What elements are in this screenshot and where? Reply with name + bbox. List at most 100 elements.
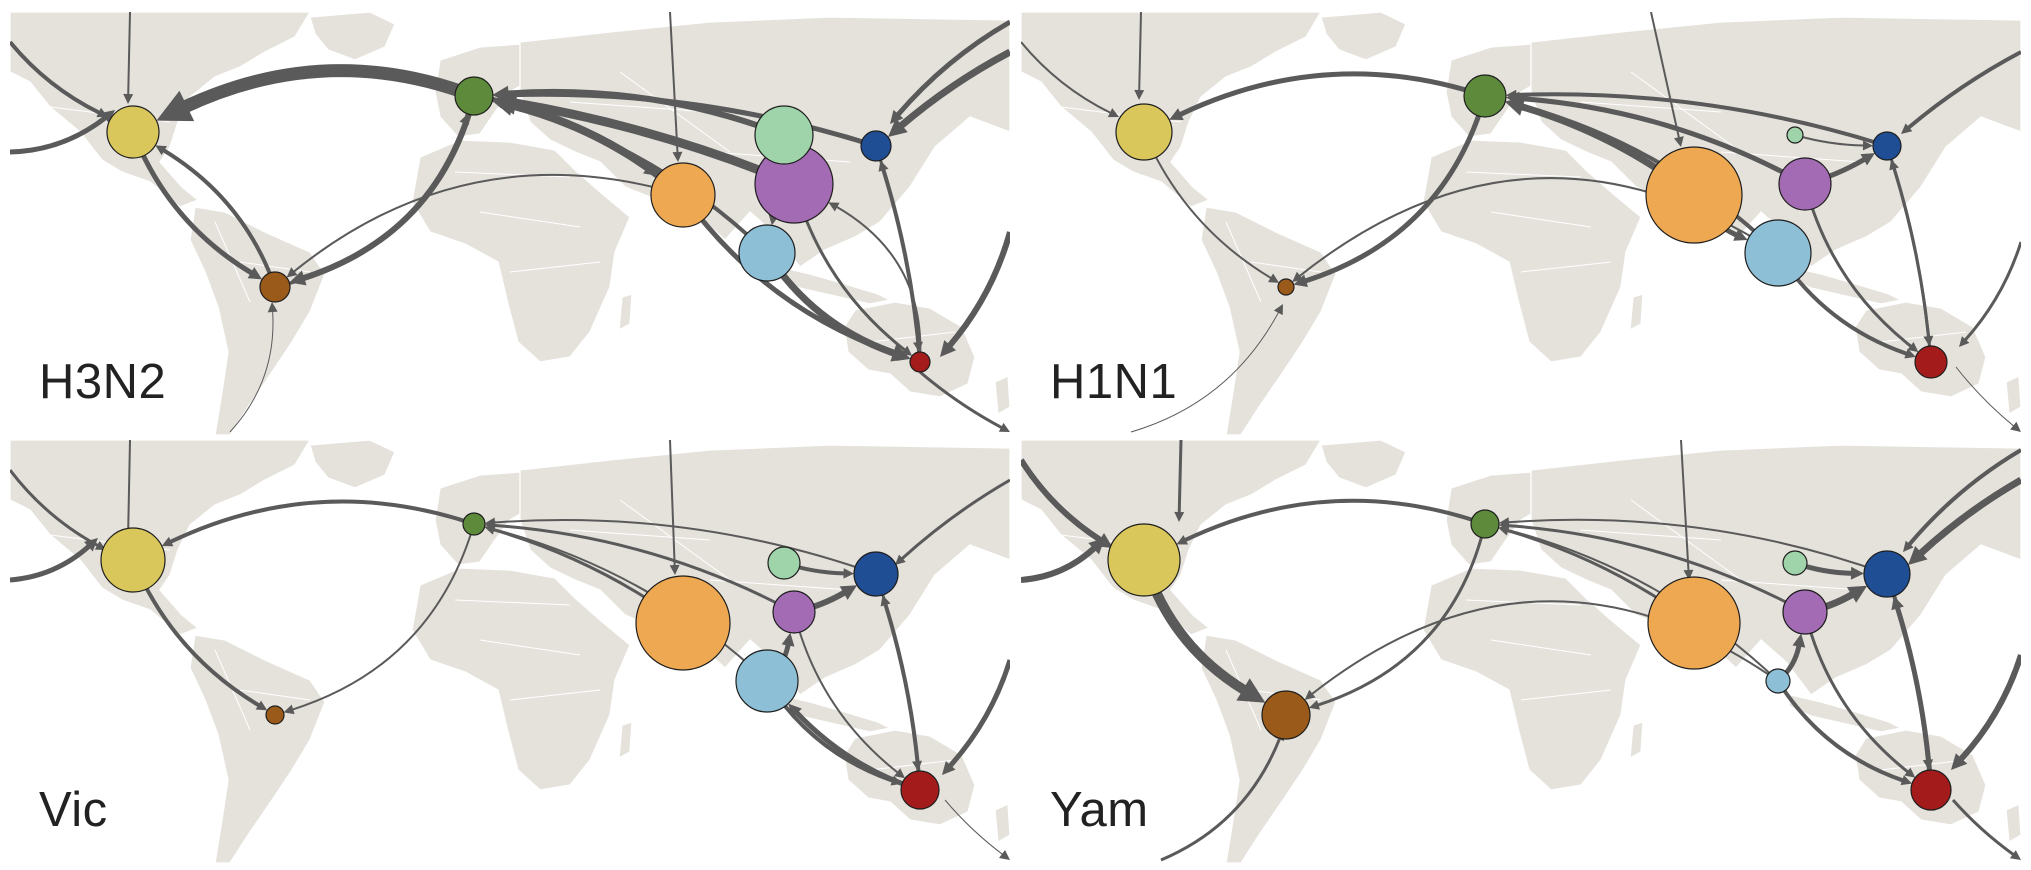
region-node-sam (259, 271, 291, 303)
flow-line (1517, 95, 1807, 187)
flow-arrowhead (1505, 89, 1517, 101)
region-node-usa (1115, 103, 1173, 161)
flow-line (874, 573, 919, 763)
eurasia-shape (1530, 444, 2021, 696)
flow-arrowhead (283, 704, 295, 715)
africa-shape (411, 139, 631, 363)
country-border (454, 171, 571, 178)
flow-line (1130, 311, 1280, 433)
flow-line (1776, 679, 1904, 783)
flow-line (1680, 440, 1690, 572)
region-node-jpk (1863, 550, 1911, 598)
flow-arrowhead (267, 302, 278, 313)
region-nodes (106, 76, 931, 373)
flow-line (919, 370, 1003, 430)
flow-line (1506, 528, 1779, 682)
flow-line (1138, 12, 1142, 92)
region-node-usa (100, 527, 166, 593)
flow-arrowhead (1673, 136, 1684, 147)
country-border (1880, 331, 1967, 343)
country-border (1465, 171, 1582, 178)
south-america-shape (1200, 634, 1337, 863)
flow-arrowhead (1901, 123, 1913, 134)
flow-arrowhead (895, 554, 906, 565)
country-border (509, 689, 601, 701)
flow-line (947, 659, 1010, 768)
flow-line (473, 93, 650, 171)
flow-line (835, 205, 922, 363)
flow-line (669, 440, 676, 567)
flow-arrowhead (1904, 348, 1916, 359)
flow-arrowhead (781, 632, 795, 647)
flow-line (1304, 95, 1488, 284)
region-node-nch (754, 105, 814, 165)
flow-line (169, 499, 475, 544)
flow-arrowhead (888, 118, 908, 137)
flow-line (162, 148, 277, 288)
country-border (1880, 759, 1967, 771)
greenland-shape (1320, 12, 1407, 61)
region-node-sea (1744, 219, 1812, 287)
new-zealand-shape (994, 803, 1010, 844)
flow-line (1958, 654, 2021, 762)
south-america-shape (1200, 206, 1337, 435)
flow-arrowhead (998, 422, 1010, 432)
country-border (1225, 221, 1262, 303)
region-node-usa (1107, 523, 1181, 597)
flow-line (1160, 737, 1282, 862)
region-node-oce (1910, 769, 1952, 811)
region-node-ind (1645, 146, 1743, 244)
flow-arrowhead (1498, 517, 1510, 528)
region-node-oce (900, 770, 940, 810)
flow-line (1803, 611, 1910, 774)
country-border (239, 261, 311, 273)
flow-line (127, 440, 131, 532)
flow-line (1951, 799, 2015, 856)
flow-arrowhead (788, 703, 802, 718)
flow-arrowhead (1236, 678, 1266, 703)
flow-arrowhead (1860, 153, 1875, 166)
flow-arrowhead (1273, 304, 1283, 316)
panel-label: Yam (1050, 783, 1149, 837)
flow-line (1885, 145, 1930, 338)
greenland-shape (1320, 440, 1407, 489)
flow-arrowhead (1308, 700, 1320, 710)
flow-line (895, 19, 1010, 117)
country-border (619, 499, 731, 581)
country-border (1250, 261, 1322, 273)
region-node-sam (1277, 278, 1295, 296)
country-border (479, 639, 581, 656)
south-america-shape (189, 206, 326, 435)
madagascar-shape (1629, 293, 1644, 332)
flow-line (1021, 545, 1097, 583)
region-node-sea (738, 224, 796, 282)
africa-shape (1422, 567, 1642, 791)
australia-shape (843, 301, 976, 398)
flow-arrowhead (912, 760, 923, 772)
flow-line (1513, 101, 1780, 255)
flow-arrowhead (890, 109, 904, 124)
landmasses (10, 440, 1010, 863)
country-border (1580, 101, 1722, 113)
flow-line (1507, 518, 1888, 575)
country-border (1580, 529, 1722, 541)
region-node-sea (1765, 668, 1791, 694)
region-nodes (1115, 74, 1948, 379)
country-border (1520, 689, 1612, 701)
region-node-eur (1463, 74, 1507, 118)
region-nodes (1107, 509, 1952, 811)
landmasses (1021, 12, 2021, 435)
indonesia-shape (1788, 694, 1903, 733)
flow-arrowhead (1293, 274, 1308, 287)
country-border (454, 599, 571, 606)
region-node-eur (1470, 509, 1500, 539)
region-node-chn (1782, 589, 1828, 635)
country-border (569, 101, 711, 113)
flow-arrowhead (484, 524, 496, 535)
flow-line (1515, 92, 1888, 148)
region-node-jpk (1872, 131, 1902, 161)
region-node-sam (1261, 690, 1311, 740)
flow-arrowhead (459, 113, 469, 125)
flow-line (127, 12, 131, 96)
